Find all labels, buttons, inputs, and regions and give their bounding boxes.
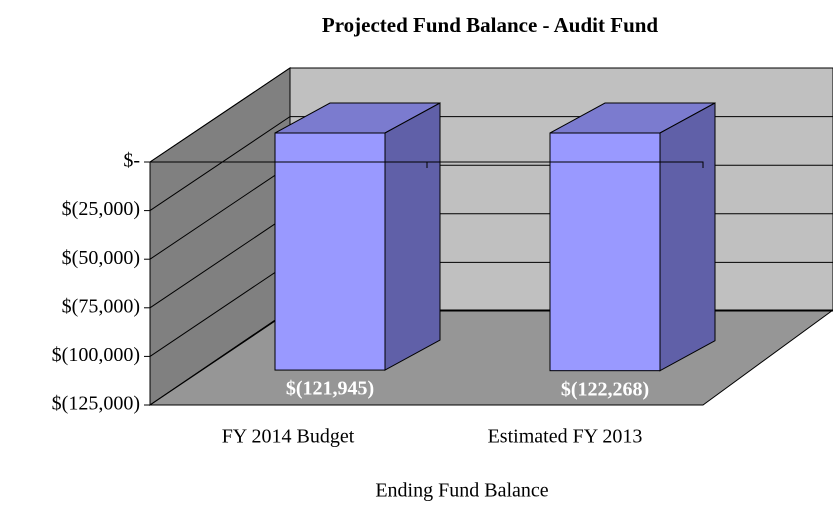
- bar: [274, 132, 386, 371]
- zero-line: [150, 161, 704, 168]
- y-tick-label: $(100,000): [52, 344, 140, 366]
- y-tick-label: $(50,000): [62, 247, 140, 269]
- bar: [549, 132, 661, 372]
- chart-title: Projected Fund Balance - Audit Fund: [322, 13, 659, 37]
- y-tick-label: $-: [123, 150, 140, 172]
- value-label: $(122,268): [561, 378, 649, 400]
- x-tick-label: FY 2014 Budget: [222, 426, 355, 448]
- grid-line: [149, 67, 833, 163]
- x-tick-label: Estimated FY 2013: [488, 426, 643, 448]
- y-tick-label: $(75,000): [62, 295, 140, 317]
- y-tick-label: $(125,000): [52, 393, 140, 415]
- value-label: $(121,945): [286, 378, 374, 400]
- bars: [274, 102, 716, 372]
- bar-side: [384, 102, 441, 371]
- bar-side: [659, 102, 716, 372]
- x-axis-title: Ending Fund Balance: [375, 480, 548, 502]
- y-tick-label: $(25,000): [62, 198, 140, 220]
